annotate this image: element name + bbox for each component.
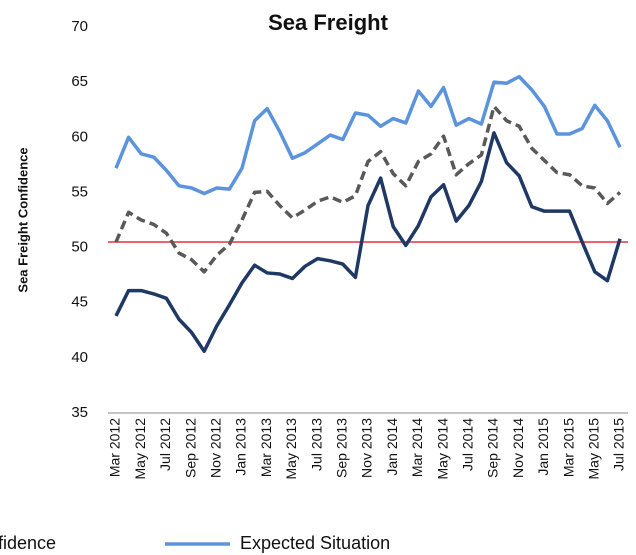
series-line [114, 74, 622, 196]
x-tick-label: Sep 2012 [182, 418, 198, 478]
y-tick-label: 40 [71, 349, 88, 366]
y-tick-label: 60 [71, 128, 88, 145]
x-tick-label: May 2015 [586, 418, 602, 480]
x-tick-label: Mar 2014 [409, 418, 425, 477]
x-tick-label: May 2014 [434, 418, 450, 480]
series-line [114, 104, 622, 274]
series-line [114, 131, 622, 353]
y-tick-label: 65 [71, 73, 88, 90]
y-tick-label: 35 [71, 404, 88, 421]
x-tick-label: Jan 2015 [535, 418, 551, 476]
y-tick-label: 55 [71, 183, 88, 200]
x-tick-label: Sep 2013 [334, 418, 350, 478]
y-tick-label: 70 [71, 18, 88, 35]
x-tick-label: Jul 2013 [308, 418, 324, 471]
x-tick-label: May 2013 [283, 418, 299, 480]
x-tick-label: Jul 2012 [157, 418, 173, 471]
x-tick-label: Nov 2012 [208, 418, 224, 478]
x-tick-label: Jul 2015 [611, 418, 627, 471]
x-tick-label: May 2012 [132, 418, 148, 480]
y-tick-label: 50 [71, 239, 88, 256]
x-tick-label: Nov 2013 [359, 418, 375, 478]
y-tick-label: 45 [71, 294, 88, 311]
legend-label: Confidence [0, 533, 56, 553]
x-tick-label: Mar 2013 [258, 418, 274, 477]
x-tick-label: Sep 2014 [485, 418, 501, 478]
x-tick-label: Nov 2014 [510, 418, 526, 478]
x-tick-label: Jul 2014 [460, 418, 476, 471]
y-axis-label: Sea Freight Confidence [15, 147, 30, 292]
legend-label: Expected Situation [240, 533, 390, 553]
x-tick-label: Mar 2015 [560, 418, 576, 477]
x-tick-label: Jan 2014 [384, 418, 400, 476]
x-tick-label: Jan 2013 [233, 418, 249, 476]
chart-title: Sea Freight [268, 10, 388, 35]
x-tick-label: Mar 2012 [107, 418, 123, 477]
